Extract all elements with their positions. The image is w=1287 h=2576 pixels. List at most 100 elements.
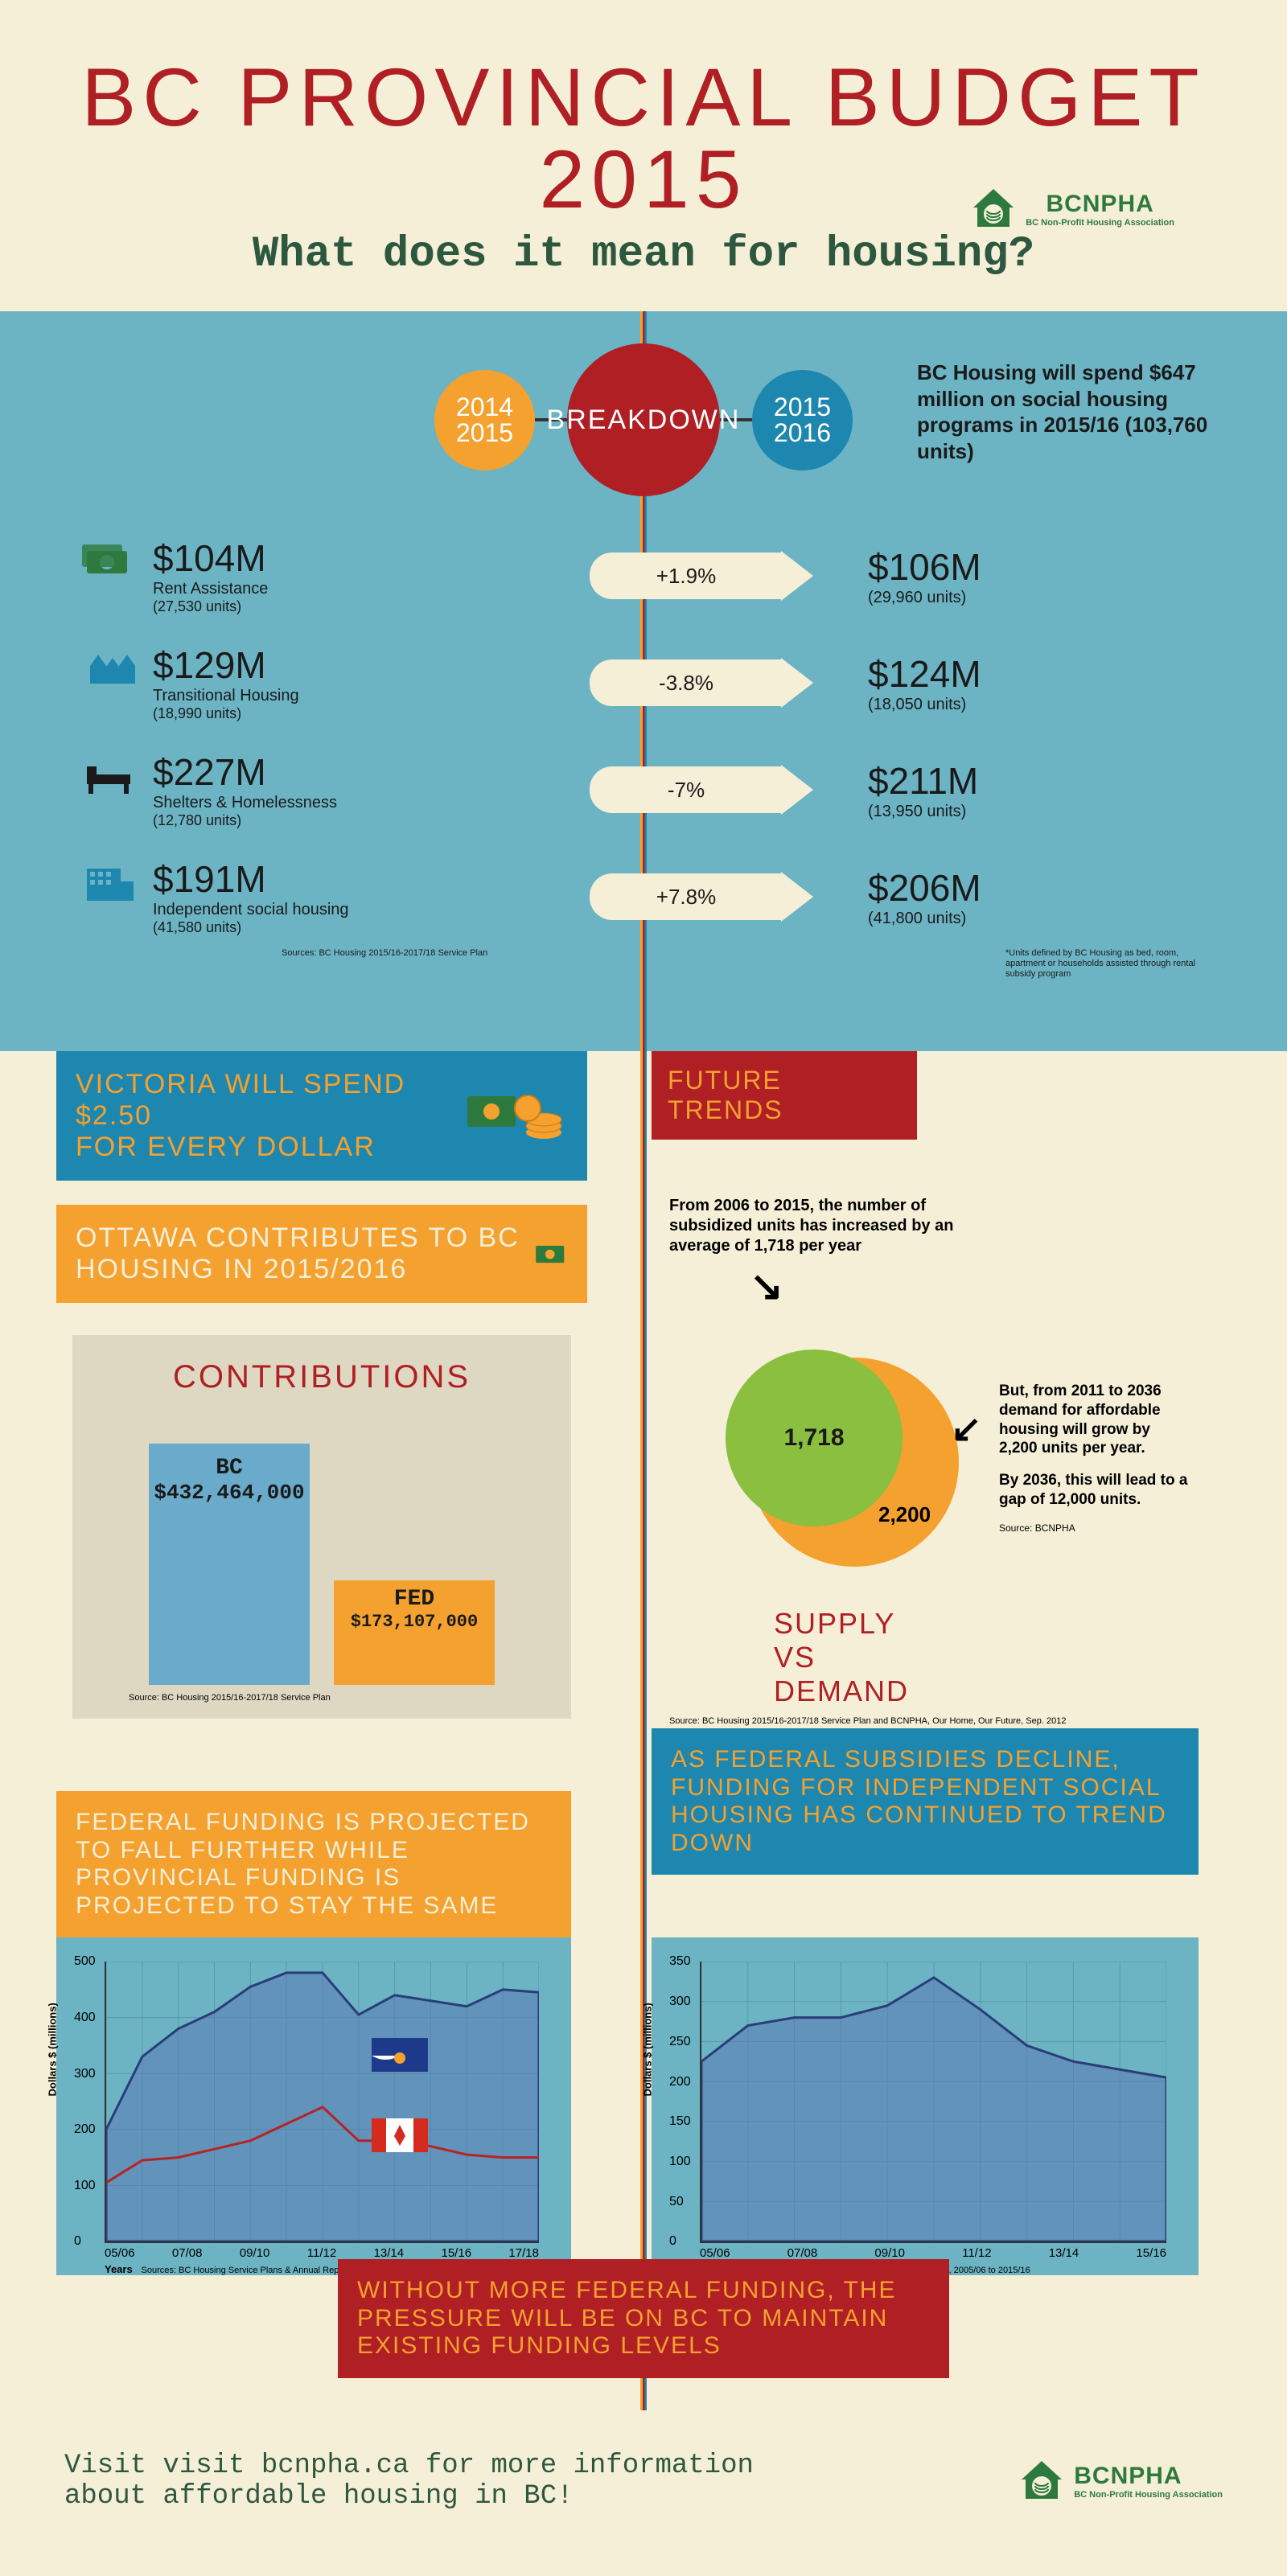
bd-right: $124M (18,050 units) bbox=[820, 652, 1231, 714]
amount-left: $227M bbox=[153, 750, 337, 794]
chart-svg bbox=[701, 1962, 1166, 2241]
projection-banner-left: FEDERAL FUNDING IS PROJECTED TO FALL FUR… bbox=[56, 1791, 571, 1937]
page-subtitle: What does it mean for housing? bbox=[64, 230, 1223, 279]
y-axis-title: Dollars $ (millions) bbox=[47, 2003, 59, 2097]
bar-value: $173,107,000 bbox=[351, 1612, 478, 1632]
breakdown-row: $191M Independent social housing (41,580… bbox=[56, 857, 1231, 936]
sd-title-line: SUPPLY bbox=[774, 1607, 895, 1640]
chart-svg bbox=[106, 1962, 539, 2241]
x-tick-label: 11/12 bbox=[307, 2246, 336, 2260]
category-icon bbox=[80, 857, 137, 906]
breakdown-row: $227M Shelters & Homelessness (12,780 un… bbox=[56, 750, 1231, 829]
year-badge-2014-15: 2014 2015 bbox=[434, 370, 535, 470]
x-tick-label: 13/14 bbox=[374, 2246, 405, 2260]
center-divider bbox=[640, 1051, 647, 2410]
bd-left-text: $129M Transitional Housing (18,990 units… bbox=[153, 643, 299, 722]
bd-right: $206M (41,800 units) bbox=[820, 866, 1231, 928]
delta-value: -3.8% bbox=[590, 659, 783, 706]
category-desc: Transitional Housing bbox=[153, 687, 299, 705]
logo-sub: BC Non-Profit Housing Association bbox=[1074, 2490, 1223, 2500]
delta-arrow: +1.9% bbox=[590, 553, 815, 599]
category-icon bbox=[80, 643, 137, 692]
bd-right: $211M (13,950 units) bbox=[820, 759, 1231, 821]
category-icon bbox=[80, 750, 137, 799]
ottawa-banner: OTTAWA CONTRIBUTES TO BC HOUSING IN 2015… bbox=[56, 1205, 587, 1303]
sd-title-line: VS bbox=[774, 1641, 816, 1674]
victoria-banner: VICTORIA WILL SPEND $2.50 FOR EVERY DOLL… bbox=[56, 1051, 587, 1181]
units-left: (12,780 units) bbox=[153, 812, 337, 829]
units-right: (18,050 units) bbox=[868, 696, 1231, 714]
y-tick-label: 100 bbox=[669, 2155, 691, 2169]
units-left: (18,990 units) bbox=[153, 705, 299, 722]
sd-title: SUPPLY VS DEMAND bbox=[774, 1607, 1184, 1708]
bd-left-text: $227M Shelters & Homelessness (12,780 un… bbox=[153, 750, 337, 829]
y-tick-label: 200 bbox=[74, 2122, 96, 2137]
x-tick-label: 05/06 bbox=[700, 2246, 730, 2260]
y-tick-label: 350 bbox=[669, 1954, 691, 1969]
bd-left: $227M Shelters & Homelessness (12,780 un… bbox=[56, 750, 585, 829]
supply-demand-panel: From 2006 to 2015, the number of subsidi… bbox=[669, 1196, 1184, 1726]
contrib-bars: BC $432,464,000 FED $173,107,000 bbox=[97, 1411, 547, 1685]
banner-text: OTTAWA CONTRIBUTES TO BC HOUSING IN 2015… bbox=[76, 1222, 535, 1285]
contributions-chart: CONTRIBUTIONS BC $432,464,000 FED $173,1… bbox=[72, 1335, 571, 1719]
y-tick-label: 50 bbox=[669, 2195, 684, 2209]
year-label: 2015 bbox=[774, 394, 831, 420]
bar-bc: BC $432,464,000 bbox=[149, 1444, 310, 1685]
logo-sub: BC Non-Profit Housing Association bbox=[1026, 218, 1174, 228]
category-desc: Shelters & Homelessness bbox=[153, 794, 337, 812]
arrow-left-icon: ↙ bbox=[951, 1406, 982, 1452]
projection-banner-right: AS FEDERAL SUBSIDIES DECLINE, FUNDING FO… bbox=[652, 1728, 1199, 1875]
logo-name: BCNPHA bbox=[1074, 2463, 1223, 2490]
category-icon bbox=[80, 536, 137, 585]
sd-intro: From 2006 to 2015, the number of subsidi… bbox=[669, 1196, 959, 1256]
logo-footer: BCNPHA BC Non-Profit Housing Association bbox=[1018, 2457, 1223, 2505]
category-desc: Independent social housing bbox=[153, 901, 349, 919]
x-tick-label: 09/10 bbox=[240, 2246, 270, 2260]
money-icon bbox=[463, 1084, 568, 1148]
y-tick-label: 300 bbox=[74, 2067, 96, 2081]
units-right: (13,950 units) bbox=[868, 803, 1231, 821]
sd-text-block: But, from 2011 to 2036 demand for afford… bbox=[999, 1382, 1192, 1458]
x-axis-labels: 05/0607/0809/1011/1213/1415/1617/18 bbox=[105, 2246, 539, 2260]
x-tick-label: 09/10 bbox=[874, 2246, 905, 2260]
bar-fed: FED $173,107,000 bbox=[334, 1580, 495, 1685]
bd-left: $129M Transitional Housing (18,990 units… bbox=[56, 643, 585, 722]
breakdown-row: $104M Rent Assistance (27,530 units) +1.… bbox=[56, 536, 1231, 615]
sd-right-text: ↙ But, from 2011 to 2036 demand for affo… bbox=[999, 1382, 1192, 1535]
delta-arrow: -7% bbox=[590, 766, 815, 813]
footer: Visit visit bcnpha.ca for more informati… bbox=[0, 2410, 1287, 2576]
header: BC PROVINCIAL BUDGET 2015 What does it m… bbox=[0, 0, 1287, 311]
venn-supply: 1,718 bbox=[726, 1350, 903, 1526]
delta-value: -7% bbox=[590, 766, 783, 813]
units-right: (29,960 units) bbox=[868, 589, 1231, 607]
bd-left-text: $191M Independent social housing (41,580… bbox=[153, 857, 349, 936]
x-axis-title: Years bbox=[105, 2263, 133, 2275]
x-tick-label: 17/18 bbox=[508, 2246, 539, 2260]
x-tick-label: 15/16 bbox=[442, 2246, 472, 2260]
bd-left-text: $104M Rent Assistance (27,530 units) bbox=[153, 536, 268, 615]
x-tick-label: 07/08 bbox=[787, 2246, 818, 2260]
delta-value: +1.9% bbox=[590, 553, 783, 599]
x-axis-labels: 05/0607/0809/1011/1213/1415/16 bbox=[700, 2246, 1166, 2260]
amount-right: $124M bbox=[868, 652, 1231, 696]
house-icon bbox=[1018, 2457, 1066, 2505]
bottom-banner: WITHOUT MORE FEDERAL FUNDING, THE PRESSU… bbox=[338, 2259, 949, 2378]
amount-left: $129M bbox=[153, 643, 299, 687]
breakdown-badge: BREAKDOWN bbox=[567, 343, 720, 496]
y-tick-label: 300 bbox=[669, 1995, 691, 2009]
y-tick-label: 0 bbox=[74, 2234, 81, 2249]
amount-right: $211M bbox=[868, 759, 1231, 803]
units-left: (41,580 units) bbox=[153, 919, 349, 936]
logo: BCNPHA BC Non-Profit Housing Association bbox=[969, 185, 1174, 233]
venn-diagram: 1,718 2,200 ↙ But, from 2011 to 2036 dem… bbox=[669, 1333, 1184, 1599]
contrib-source: Source: BC Housing 2015/16-2017/18 Servi… bbox=[129, 1693, 547, 1703]
units-left: (27,530 units) bbox=[153, 598, 268, 615]
x-tick-label: 13/14 bbox=[1049, 2246, 1079, 2260]
category-desc: Rent Assistance bbox=[153, 580, 268, 598]
future-trends-banner: FUTURE TRENDS bbox=[652, 1051, 917, 1140]
year-label: 2014 bbox=[456, 394, 513, 420]
y-tick-label: 100 bbox=[74, 2179, 96, 2193]
venn-value-2: 2,200 bbox=[878, 1502, 931, 1527]
year-badge-2015-16: 2015 2016 bbox=[752, 370, 853, 470]
bar-label: FED bbox=[394, 1587, 434, 1612]
